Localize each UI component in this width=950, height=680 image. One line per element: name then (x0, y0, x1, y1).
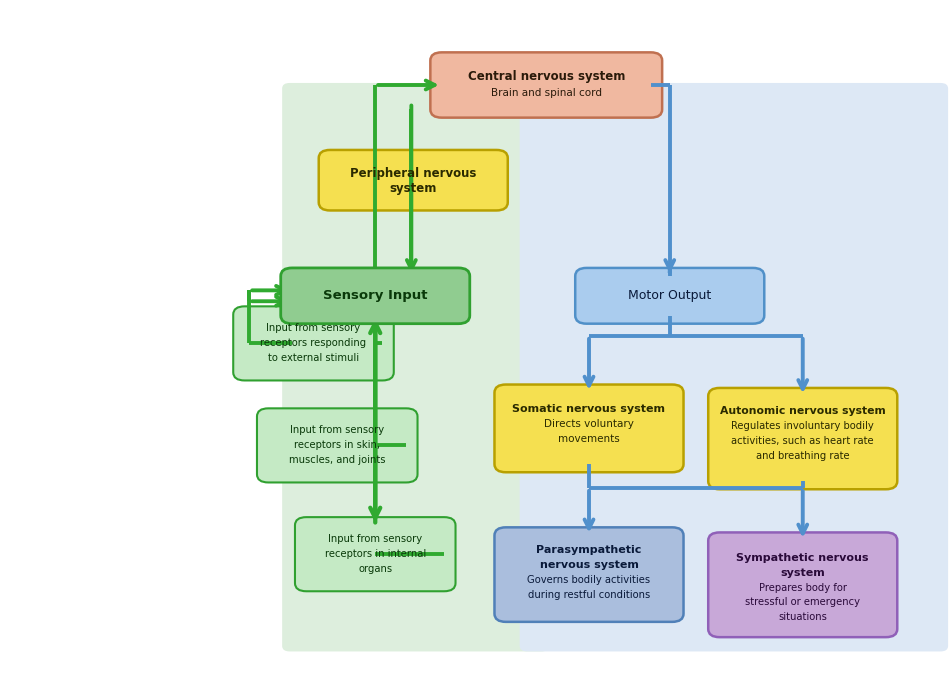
Text: Directs voluntary: Directs voluntary (544, 420, 634, 429)
Text: receptors responding: receptors responding (260, 339, 367, 348)
Text: Input from sensory: Input from sensory (328, 534, 423, 544)
Text: muscles, and joints: muscles, and joints (289, 456, 386, 465)
Text: Parasympathetic: Parasympathetic (537, 545, 641, 555)
Text: movements: movements (559, 435, 619, 444)
FancyBboxPatch shape (0, 0, 285, 680)
Text: Input from sensory: Input from sensory (290, 426, 385, 435)
Text: during restful conditions: during restful conditions (528, 590, 650, 600)
Text: activities, such as heart rate: activities, such as heart rate (732, 437, 874, 446)
FancyBboxPatch shape (430, 52, 662, 118)
Text: Central nervous system: Central nervous system (467, 70, 625, 84)
Text: situations: situations (778, 613, 827, 622)
FancyBboxPatch shape (575, 268, 764, 324)
Text: Somatic nervous system: Somatic nervous system (512, 405, 666, 414)
FancyBboxPatch shape (281, 268, 469, 324)
Text: system: system (780, 568, 826, 577)
Text: and breathing rate: and breathing rate (756, 452, 849, 461)
Text: nervous system: nervous system (540, 560, 638, 570)
FancyBboxPatch shape (494, 528, 683, 622)
Text: Sympathetic nervous: Sympathetic nervous (736, 553, 869, 562)
Text: stressful or emergency: stressful or emergency (745, 598, 861, 607)
FancyBboxPatch shape (294, 517, 456, 592)
Text: Peripheral nervous: Peripheral nervous (350, 167, 477, 180)
Text: Autonomic nervous system: Autonomic nervous system (720, 407, 885, 416)
FancyBboxPatch shape (282, 83, 549, 651)
FancyBboxPatch shape (520, 83, 948, 651)
FancyBboxPatch shape (234, 306, 393, 381)
Text: to external stimuli: to external stimuli (268, 354, 359, 363)
Text: organs: organs (358, 564, 392, 574)
Text: Governs bodily activities: Governs bodily activities (527, 575, 651, 585)
FancyBboxPatch shape (256, 408, 417, 483)
FancyBboxPatch shape (319, 150, 507, 211)
Text: Sensory Input: Sensory Input (323, 289, 428, 303)
FancyBboxPatch shape (708, 532, 897, 637)
Text: Prepares body for: Prepares body for (759, 583, 846, 592)
Text: Input from sensory: Input from sensory (266, 324, 361, 333)
Text: Regulates involuntary bodily: Regulates involuntary bodily (732, 422, 874, 431)
FancyBboxPatch shape (708, 388, 897, 490)
Text: Brain and spinal cord: Brain and spinal cord (491, 88, 601, 98)
Text: receptors in skin,: receptors in skin, (294, 441, 380, 450)
Text: system: system (390, 182, 437, 195)
Text: Motor Output: Motor Output (628, 289, 712, 303)
Text: receptors in internal: receptors in internal (325, 549, 426, 559)
FancyBboxPatch shape (494, 385, 683, 472)
